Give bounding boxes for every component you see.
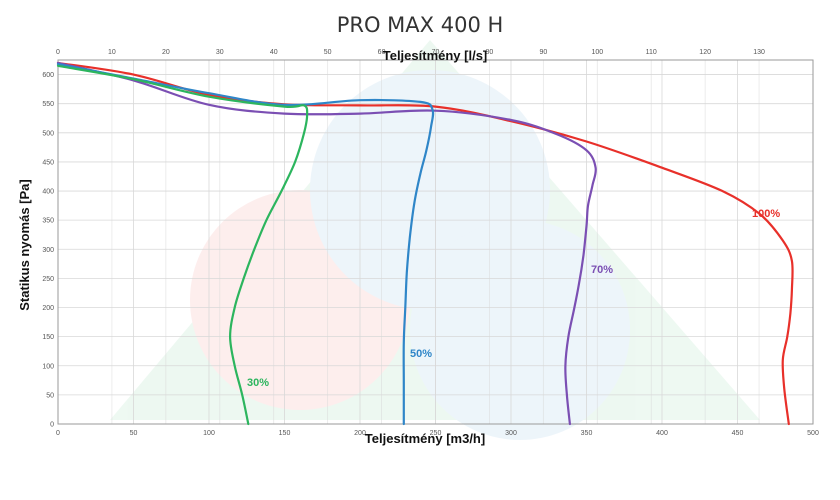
watermark-red-circle — [190, 190, 410, 410]
y-tick-label: 350 — [42, 218, 54, 225]
series-label-30: 30% — [247, 377, 269, 389]
y-tick-label: 400 — [42, 189, 54, 196]
y-tick-label: 300 — [42, 247, 54, 254]
y-tick-label: 550 — [42, 101, 54, 108]
x2-tick-label: 0 — [56, 49, 60, 56]
x-tick-label: 350 — [581, 430, 593, 437]
series-label-70: 70% — [591, 264, 613, 276]
y-tick-label: 50 — [46, 392, 54, 399]
x2-tick-label: 30 — [216, 49, 224, 56]
y-tick-label: 250 — [42, 276, 54, 283]
x2-tick-label: 110 — [646, 49, 657, 56]
series-line-30 — [56, 64, 309, 426]
plot-frame — [57, 59, 814, 425]
x-tick-label: 450 — [732, 430, 744, 437]
chart-title: PRO MAX 400 H — [337, 13, 504, 37]
series-lines — [56, 61, 794, 426]
x2-tick-label: 20 — [162, 49, 170, 56]
y-tick-label: 0 — [50, 422, 54, 429]
series-line-50 — [56, 62, 435, 426]
x-tick-label: 300 — [505, 430, 517, 437]
y-tick-label: 450 — [42, 159, 54, 166]
background-watermark — [110, 40, 760, 440]
x-tick-label: 500 — [807, 430, 819, 437]
y-axis-ticks: 0 50 100 150 200 250 300 350 400 450 500 550 600 — [42, 72, 54, 428]
y-tick-label: 100 — [42, 363, 54, 370]
x2-tick-label: 70 — [432, 49, 440, 56]
x-tick-label: 50 — [130, 430, 138, 437]
y-tick-label: 200 — [42, 305, 54, 312]
x2-tick-label: 100 — [591, 49, 603, 56]
x2-tick-label: 80 — [486, 49, 494, 56]
series-line-70 — [56, 61, 597, 426]
y-tick-label: 150 — [42, 334, 54, 341]
x2-tick-label: 60 — [378, 49, 386, 56]
y-tick-label: 500 — [42, 130, 54, 137]
x-axis-title: Teljesítmény [m3/h] — [365, 431, 485, 446]
series-label-50: 50% — [410, 348, 432, 360]
x2-tick-label: 50 — [324, 49, 332, 56]
series-label-100: 100% — [752, 208, 780, 220]
y-tick-label: 600 — [42, 72, 54, 79]
x-tick-label: 400 — [656, 430, 668, 437]
x-tick-label: 200 — [354, 430, 366, 437]
x-tick-label: 250 — [430, 430, 442, 437]
x-tick-label: 150 — [279, 430, 291, 437]
watermark-blue-circle-2 — [410, 220, 630, 440]
x2-axis-ticks: 0 10 20 30 40 50 60 70 80 90 100 110 120 130 — [56, 49, 765, 56]
x-tick-label: 0 — [56, 430, 60, 437]
x2-axis-title: Teljesítmény [l/s] — [383, 48, 488, 63]
x2-tick-label: 120 — [699, 49, 711, 56]
x-tick-label: 100 — [203, 430, 215, 437]
x2-tick-label: 10 — [108, 49, 116, 56]
x2-tick-label: 40 — [270, 49, 278, 56]
y-axis-title: Statikus nyomás [Pa] — [17, 179, 32, 311]
x-axis-ticks: 0 50 100 150 200 250 300 350 400 450 500 — [56, 430, 819, 437]
watermark-blue-circle — [310, 70, 550, 310]
x2-tick-label: 90 — [539, 49, 547, 56]
x2-tick-label: 130 — [753, 49, 765, 56]
